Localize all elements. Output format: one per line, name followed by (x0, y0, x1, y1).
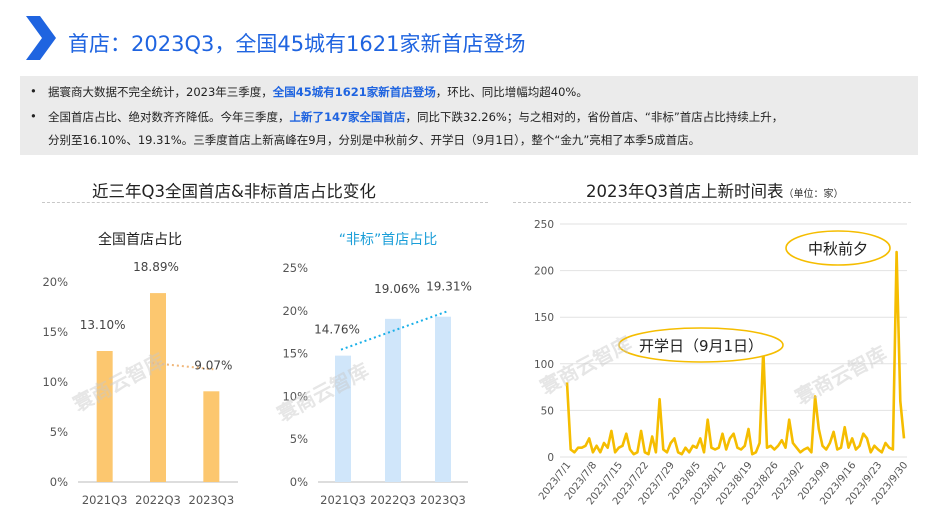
x-tick-label: 2023/8/5 (667, 460, 703, 502)
x-tick-label: 2023/8/19 (715, 460, 755, 507)
y-tick-label: 10% (282, 389, 308, 403)
x-tick-label: 2023/9/16 (818, 460, 858, 507)
x-tick-label: 2023/9/30 (870, 460, 910, 507)
bar (203, 391, 220, 482)
watermark-text: 寰商云智库 (536, 331, 636, 399)
y-tick-label: 50 (541, 405, 554, 417)
x-tick-label: 2023/7/8 (563, 460, 599, 502)
y-tick-label: 200 (534, 266, 554, 278)
trend-line (340, 309, 450, 351)
x-tick-label: 2023/7/1 (537, 460, 573, 502)
data-label: 19.31% (426, 280, 472, 294)
left-title-divider (42, 202, 488, 203)
page-title: 首店：2023Q3，全国45城有1621家新首店登场 (68, 32, 526, 56)
highlight-text: 上新了147家全国首店 (289, 110, 406, 124)
x-tick-label: 2021Q3 (82, 493, 128, 507)
series-line (565, 250, 906, 456)
right-section-title: 2023年Q3首店上新时间表（单位：家） (586, 182, 844, 201)
highlight-text: 全国45城有1621家新首店登场 (272, 85, 436, 99)
bar (335, 355, 351, 482)
bar (385, 318, 401, 482)
data-label: 9.07% (194, 358, 232, 372)
x-tick-label: 2023Q3 (189, 493, 235, 507)
subchart-title: “非标”首店占比 (339, 232, 438, 248)
subchart-title: 全国首店占比 (98, 231, 182, 248)
x-tick-label: 2022Q3 (135, 493, 181, 507)
annotation-ellipse (785, 230, 891, 266)
data-label: 18.89% (133, 260, 179, 274)
brand-logo-icon (26, 16, 56, 60)
y-tick-label: 0% (290, 475, 308, 489)
y-tick-label: 10% (42, 375, 68, 389)
x-tick-label: 2023/9/23 (844, 460, 884, 507)
bullet-dot: • (30, 109, 37, 123)
y-tick-label: 250 (534, 219, 554, 231)
bar (96, 351, 113, 482)
national-first-store-bar-chart: 全国首店占比 0% 5% 10% 15% 20% 2021Q3 2022Q3 2023Q3 13.… (42, 231, 238, 507)
unit-label: （单位：家） (783, 189, 844, 200)
data-label: 13.10% (80, 318, 126, 332)
x-tick-label: 2023/7/15 (585, 460, 625, 507)
data-label: 14.76% (314, 323, 360, 337)
summary-box: • 据寰商大数据不完全统计，2023年三季度，全国45城有1621家新首店登场，… (20, 76, 918, 155)
right-title-divider (513, 202, 911, 203)
y-tick-label: 20% (42, 275, 68, 289)
y-tick-label: 25% (282, 261, 308, 275)
data-label: 19.06% (374, 282, 420, 296)
x-tick-label: 2023/8/12 (689, 460, 729, 507)
y-tick-label: 15% (282, 347, 308, 361)
trend-line (151, 362, 214, 371)
x-tick-label: 2022Q3 (370, 493, 416, 507)
y-tick-label: 15% (42, 325, 68, 339)
bar (150, 293, 166, 482)
annotation-ellipse (618, 327, 784, 363)
x-tick-label: 2023/9/9 (796, 460, 832, 502)
y-tick-label: 100 (534, 359, 554, 371)
y-tick-label: 0 (547, 452, 554, 464)
x-tick-label: 2021Q3 (320, 493, 366, 507)
x-tick-label: 2023Q3 (420, 493, 466, 507)
x-tick-label: 2023/8/26 (741, 460, 781, 507)
x-tick-label: 2023/9/2 (770, 460, 806, 502)
y-tick-label: 5% (290, 432, 308, 446)
annotation-label: 中秋前夕 (808, 240, 868, 258)
y-tick-label: 20% (282, 304, 308, 318)
y-tick-label: 5% (50, 425, 68, 439)
annotation-label: 开学日（9月1日） (639, 337, 763, 355)
bullet-dot: • (30, 84, 37, 98)
nonstandard-first-store-bar-chart: “非标”首店占比 0% 5% 10% 15% 20% 25% 2021Q3 2022Q3 2023… (273, 232, 472, 507)
x-tick-label: 2023/7/22 (611, 460, 651, 507)
y-tick-label: 150 (534, 312, 554, 324)
y-tick-label: 0% (50, 475, 68, 489)
left-section-title: 近三年Q3全国首店&非标首店占比变化 (92, 182, 376, 201)
watermark-text: 寰商云智库 (791, 341, 891, 409)
bar (435, 316, 451, 482)
x-tick-label: 2023/7/29 (637, 460, 677, 507)
